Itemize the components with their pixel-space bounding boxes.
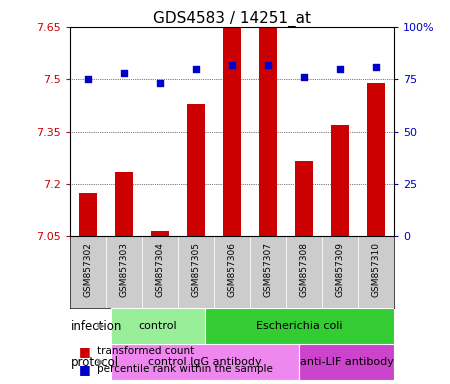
Bar xyxy=(106,236,142,308)
Point xyxy=(84,76,91,82)
Bar xyxy=(187,104,205,236)
Point xyxy=(120,70,127,76)
Point xyxy=(264,61,271,68)
Bar xyxy=(111,344,299,380)
Point xyxy=(300,74,307,80)
Text: GSM857307: GSM857307 xyxy=(263,242,272,297)
Bar xyxy=(322,236,358,308)
Text: control: control xyxy=(139,321,177,331)
Bar xyxy=(250,236,286,308)
Text: infection: infection xyxy=(71,320,123,333)
Bar xyxy=(223,27,241,236)
Text: GSM857310: GSM857310 xyxy=(371,242,380,297)
Text: GSM857304: GSM857304 xyxy=(155,242,164,297)
Text: GSM857308: GSM857308 xyxy=(299,242,308,297)
Bar xyxy=(331,124,349,236)
Bar xyxy=(286,236,322,308)
Text: ■: ■ xyxy=(79,363,90,376)
Text: GSM857302: GSM857302 xyxy=(83,242,92,297)
Text: percentile rank within the sample: percentile rank within the sample xyxy=(97,364,273,374)
Point xyxy=(228,61,235,68)
Point xyxy=(192,66,199,72)
Text: GSM857306: GSM857306 xyxy=(227,242,236,297)
Bar xyxy=(214,236,250,308)
Bar xyxy=(151,231,169,236)
Text: protocol: protocol xyxy=(71,356,119,369)
Bar xyxy=(299,344,394,380)
Bar xyxy=(178,236,214,308)
Bar xyxy=(205,308,394,344)
Bar xyxy=(79,193,97,236)
Bar xyxy=(70,236,106,308)
Bar xyxy=(115,172,133,236)
Text: Escherichia coli: Escherichia coli xyxy=(256,321,342,331)
Title: GDS4583 / 14251_at: GDS4583 / 14251_at xyxy=(153,11,311,27)
Text: anti-LIF antibody: anti-LIF antibody xyxy=(300,357,393,367)
Text: GSM857309: GSM857309 xyxy=(335,242,344,297)
Text: GSM857305: GSM857305 xyxy=(191,242,200,297)
Bar xyxy=(295,161,313,236)
Bar xyxy=(367,83,385,236)
Bar xyxy=(111,308,205,344)
Text: control IgG antibody: control IgG antibody xyxy=(148,357,262,367)
Bar xyxy=(142,236,178,308)
Text: transformed count: transformed count xyxy=(97,346,194,356)
Point xyxy=(336,66,343,72)
Bar xyxy=(259,27,277,236)
Text: GSM857303: GSM857303 xyxy=(119,242,128,297)
Text: ■: ■ xyxy=(79,345,90,358)
Point xyxy=(156,80,163,86)
Bar xyxy=(358,236,394,308)
Point xyxy=(372,64,379,70)
